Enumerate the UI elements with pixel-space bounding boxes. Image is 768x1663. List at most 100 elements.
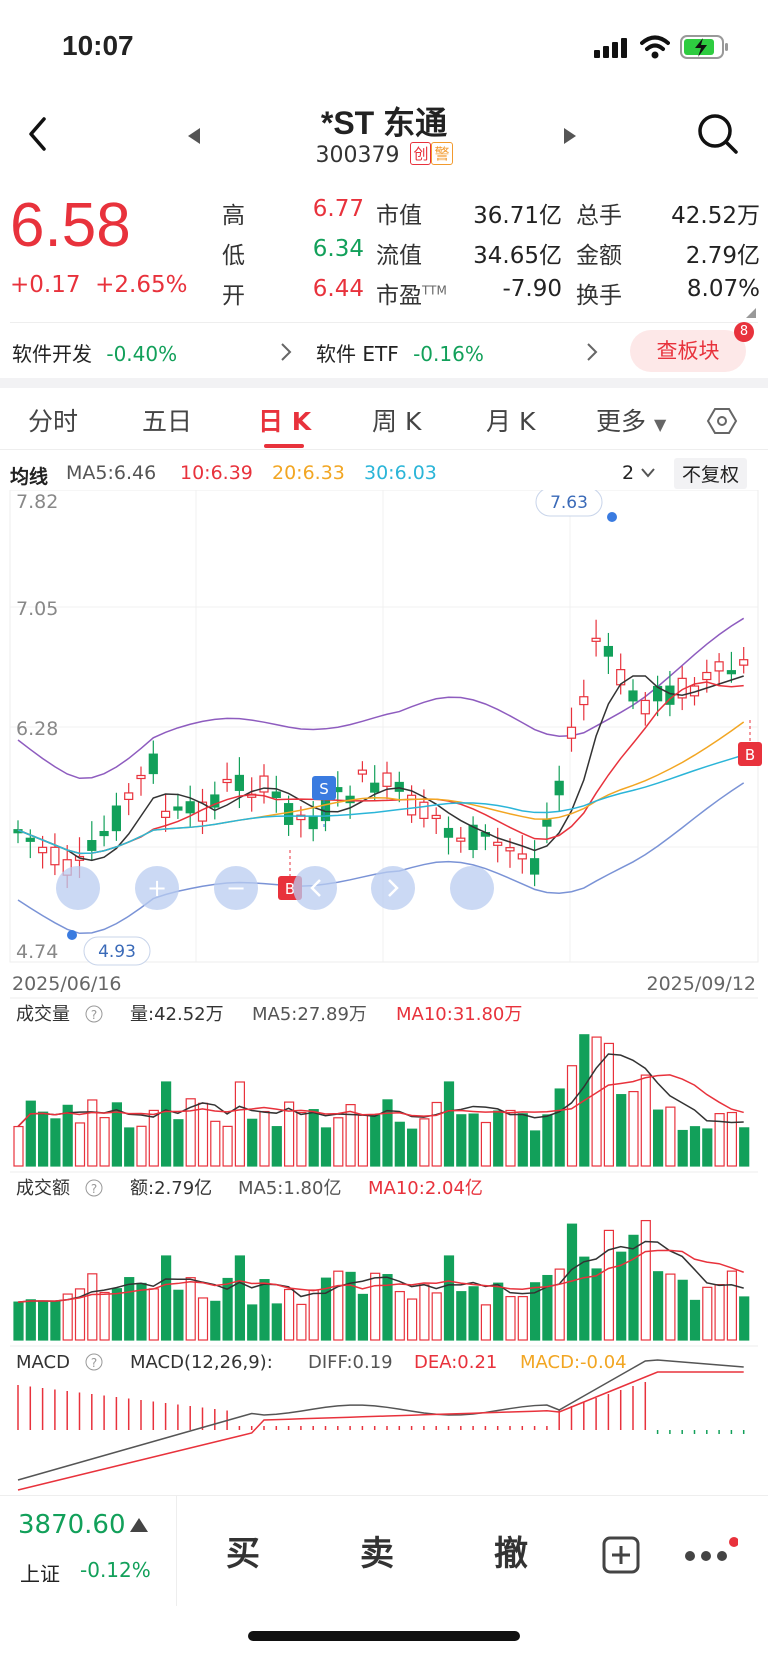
stat-label-float: 流值 xyxy=(376,243,422,269)
candle-body xyxy=(468,824,478,851)
amount-bar xyxy=(419,1284,430,1341)
adjust-toggle[interactable]: 不复权 xyxy=(674,458,748,489)
index-value[interactable]: 3870.60 xyxy=(18,1510,126,1540)
amount-bar xyxy=(370,1272,381,1341)
active-tab-indicator xyxy=(264,444,304,448)
volume-bar xyxy=(529,1130,541,1167)
volume-bar xyxy=(603,1042,615,1167)
period-select[interactable]: 2 xyxy=(622,462,656,484)
volume-bar xyxy=(431,1101,442,1167)
candle-body xyxy=(566,726,577,739)
prev-stock-icon[interactable] xyxy=(186,126,202,146)
amount-bar xyxy=(37,1300,49,1341)
add-watchlist-icon[interactable] xyxy=(602,1536,640,1574)
warning-badge: 警 xyxy=(431,142,453,165)
help-icon[interactable] xyxy=(85,1353,103,1371)
volume-ma5: MA5:27.89万 xyxy=(252,1004,367,1025)
control-right-bubble[interactable] xyxy=(450,866,494,910)
amount-bars xyxy=(13,1219,750,1341)
sector-software[interactable]: 软件开发 -0.40% xyxy=(12,338,177,367)
stat-value-open: 6.44 xyxy=(312,276,364,302)
candle-body xyxy=(419,801,429,819)
candle-body xyxy=(296,814,306,821)
chinext-badge: 创 xyxy=(410,142,432,165)
sector-etf[interactable]: 软件 ETF -0.16% xyxy=(316,338,484,367)
view-sectors-button[interactable]: 查板块 xyxy=(630,330,746,372)
help-icon-glyph: ? xyxy=(91,1008,97,1022)
volume-bar xyxy=(677,1129,688,1167)
volume-bar xyxy=(111,1102,123,1167)
volume-bar xyxy=(271,1126,282,1167)
stock-header: *ST 东通 300379 创警 xyxy=(0,90,768,180)
index-name: 上证 xyxy=(20,1562,60,1586)
volume-bar xyxy=(726,1111,738,1167)
scroll-left-button[interactable] xyxy=(293,866,337,910)
amount-bar xyxy=(247,1304,258,1341)
stat-label-amount: 金额 xyxy=(576,243,622,269)
zoom-in-button[interactable] xyxy=(135,866,179,910)
volume-bar xyxy=(259,1110,270,1167)
sell-button[interactable]: 卖 xyxy=(360,1534,394,1574)
volume-bar xyxy=(739,1127,750,1167)
amount-bar xyxy=(702,1286,713,1341)
boll-lower xyxy=(17,782,745,935)
volume-bar xyxy=(197,1102,209,1167)
more-options-icon[interactable] xyxy=(682,1536,738,1566)
amount-bar xyxy=(726,1270,738,1341)
macd-dea-line xyxy=(17,1371,744,1491)
volume-bar xyxy=(222,1125,233,1167)
ma30-line xyxy=(17,754,744,855)
settings-hex-icon[interactable] xyxy=(706,406,738,436)
control-left-bubble[interactable] xyxy=(56,866,100,910)
tab-five-day[interactable]: 五日 xyxy=(142,407,193,436)
zoom-out-button[interactable] xyxy=(214,866,258,910)
tab-intraday[interactable]: 分时 xyxy=(28,407,79,436)
next-stock-icon[interactable] xyxy=(562,126,578,146)
cancel-order-button[interactable]: 撤 xyxy=(494,1534,528,1574)
amount-bar xyxy=(529,1282,541,1341)
volume-bar xyxy=(99,1117,110,1167)
volume-bar xyxy=(652,1109,664,1167)
tab-weekly-k[interactable]: 周 K xyxy=(372,407,422,436)
volume-bar xyxy=(345,1104,356,1167)
tab-daily-k[interactable]: 日 K xyxy=(258,407,312,436)
candle-body xyxy=(739,659,749,666)
expand-corner-icon[interactable] xyxy=(746,308,758,320)
volume-bar xyxy=(493,1110,504,1167)
ma-label[interactable]: 均线 xyxy=(10,466,49,488)
back-icon[interactable] xyxy=(26,116,50,152)
chevron-left-icon xyxy=(310,879,321,897)
help-icon[interactable] xyxy=(85,1179,103,1197)
volume-bars xyxy=(13,1034,750,1167)
volume-bar xyxy=(468,1113,479,1167)
buy-button[interactable]: 买 xyxy=(226,1534,260,1574)
search-icon[interactable] xyxy=(696,112,740,156)
candle-body xyxy=(185,801,195,814)
volume-bar xyxy=(382,1099,393,1167)
volume-bar-ma10 xyxy=(17,1074,744,1128)
kline-chart[interactable]: 7.82 7.05 6.28 4.74 7.63 4.93 S B B + − xyxy=(0,490,768,1495)
amount-bar xyxy=(431,1292,442,1341)
volume-bar xyxy=(62,1104,73,1167)
amount-label: 成交额 xyxy=(16,1178,70,1199)
amount-bar xyxy=(505,1295,516,1341)
minus-icon: − xyxy=(226,874,246,902)
tab-monthly-k[interactable]: 月 K xyxy=(486,407,536,436)
help-icon[interactable] xyxy=(85,1005,103,1023)
candle-body xyxy=(640,699,650,715)
volume-bar xyxy=(505,1109,516,1167)
triangle-up-icon xyxy=(130,1518,148,1532)
amount-bar xyxy=(222,1277,233,1341)
stat-value-mktcap: 36.71亿 xyxy=(473,203,562,229)
tab-more[interactable]: 更多 ▼ xyxy=(596,402,666,438)
scroll-right-button[interactable] xyxy=(371,866,415,910)
amount-bar xyxy=(357,1293,368,1341)
volume-bar xyxy=(210,1120,221,1167)
candle-body xyxy=(505,847,515,852)
y-label-3: 6.28 xyxy=(16,718,58,740)
help-icon-glyph: ? xyxy=(91,1182,97,1196)
candle-body xyxy=(579,696,589,706)
candle-body xyxy=(370,782,380,793)
volume-bar xyxy=(185,1098,196,1167)
buy-mark-text: B xyxy=(285,880,295,898)
